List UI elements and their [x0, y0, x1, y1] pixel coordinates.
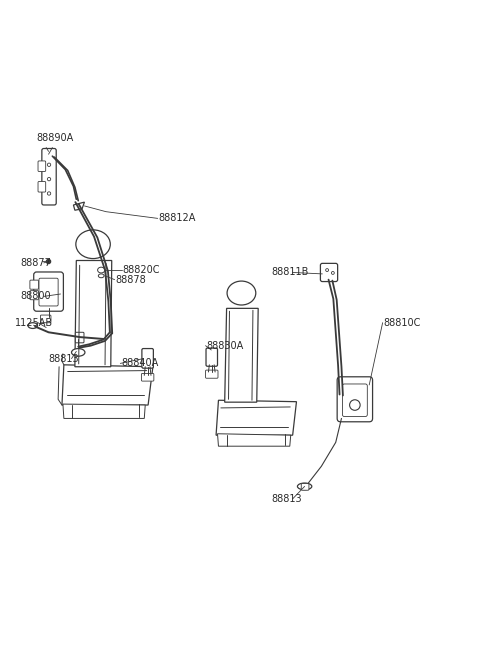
Ellipse shape [48, 178, 51, 181]
Text: 88811B: 88811B [271, 267, 309, 278]
Polygon shape [216, 400, 297, 435]
Text: 88800: 88800 [21, 291, 51, 301]
Ellipse shape [48, 163, 51, 166]
Polygon shape [225, 309, 258, 402]
FancyBboxPatch shape [206, 348, 217, 366]
FancyBboxPatch shape [75, 332, 84, 343]
Ellipse shape [227, 281, 256, 305]
Polygon shape [75, 261, 112, 367]
Polygon shape [62, 365, 153, 405]
Text: 88812A: 88812A [158, 214, 196, 223]
FancyBboxPatch shape [39, 278, 58, 306]
FancyBboxPatch shape [342, 384, 367, 417]
Text: 88890A: 88890A [36, 134, 74, 143]
FancyBboxPatch shape [30, 291, 38, 300]
Text: 88840A: 88840A [121, 358, 158, 368]
FancyBboxPatch shape [38, 161, 46, 172]
Text: 88877: 88877 [21, 258, 52, 268]
Ellipse shape [98, 274, 104, 278]
FancyBboxPatch shape [30, 280, 38, 290]
Ellipse shape [48, 192, 51, 195]
Text: 88813: 88813 [271, 494, 302, 504]
Ellipse shape [76, 230, 110, 259]
FancyBboxPatch shape [301, 483, 309, 490]
Ellipse shape [298, 483, 312, 490]
FancyBboxPatch shape [34, 272, 63, 311]
FancyBboxPatch shape [40, 315, 51, 323]
Polygon shape [73, 202, 84, 210]
FancyBboxPatch shape [142, 373, 154, 381]
Ellipse shape [28, 323, 37, 328]
FancyBboxPatch shape [42, 149, 56, 205]
Text: 88820C: 88820C [123, 265, 160, 275]
Text: 88810C: 88810C [384, 318, 421, 328]
Text: 88813: 88813 [48, 354, 79, 364]
FancyBboxPatch shape [142, 348, 154, 368]
FancyBboxPatch shape [38, 181, 46, 192]
FancyBboxPatch shape [321, 263, 337, 282]
FancyBboxPatch shape [205, 370, 218, 378]
Ellipse shape [325, 269, 328, 272]
Ellipse shape [349, 400, 360, 410]
Text: 1125AB: 1125AB [15, 318, 53, 328]
Text: 88830A: 88830A [206, 341, 244, 350]
Ellipse shape [97, 267, 105, 273]
Text: 88878: 88878 [116, 274, 146, 285]
Polygon shape [217, 434, 291, 446]
Polygon shape [63, 404, 145, 419]
FancyBboxPatch shape [337, 377, 372, 422]
Ellipse shape [72, 348, 85, 356]
Ellipse shape [331, 272, 334, 274]
